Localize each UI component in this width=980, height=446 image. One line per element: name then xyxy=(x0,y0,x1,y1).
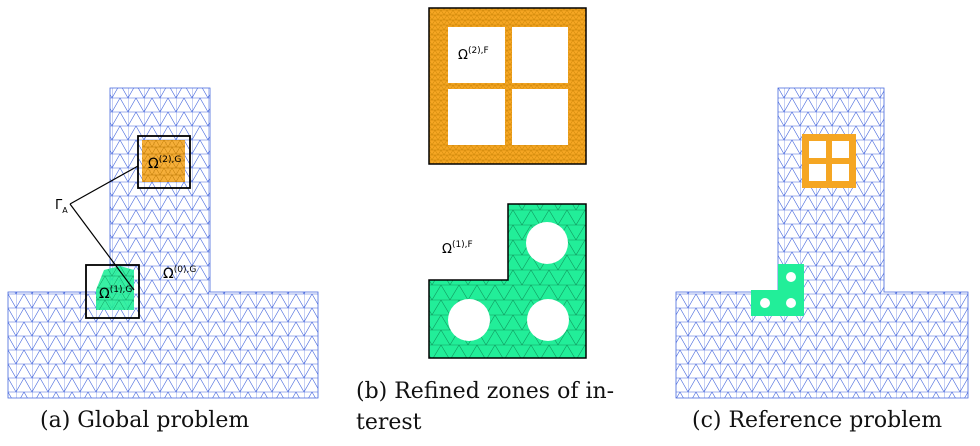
caption-b-line2: terest xyxy=(356,410,422,435)
label-omega-2-G: Ω(2),G xyxy=(148,155,181,172)
panel-c-reference-problem xyxy=(675,87,969,399)
global-mesh-t-shape xyxy=(7,87,319,399)
caption-a: (a) Global problem xyxy=(40,408,250,433)
label-omega-1-F: Ω(1),F xyxy=(442,240,473,257)
zone-2-fine-mesh xyxy=(428,7,587,165)
reference-zone-2-window xyxy=(802,134,856,188)
label-omega-1-G: Ω(1),G xyxy=(99,285,132,302)
zone-2-global-frame xyxy=(137,135,191,189)
zone-1-hole-top xyxy=(526,222,568,264)
zone-1-hole-right xyxy=(527,299,569,341)
zone-2-window-pane-br xyxy=(512,89,568,145)
zone-2-window-pane-tr xyxy=(512,27,568,83)
zone-2-window-pane-bl xyxy=(448,89,505,145)
zone-1-global-frame xyxy=(85,264,140,319)
gamma-a-leader-lines xyxy=(69,165,139,291)
caption-c: (c) Reference problem xyxy=(692,408,943,433)
zone-2-window-pane-tl xyxy=(448,27,505,83)
reference-mesh-t-shape xyxy=(675,87,969,399)
caption-b-line1: (b) Refined zones of in- xyxy=(356,379,615,404)
panel-a-global-problem: Ω(2),G ΓA Ω(0),G Ω(1),G xyxy=(7,87,319,399)
panel-b-refined-zones: Ω(2),F Ω(1),F xyxy=(428,7,587,359)
label-omega-2-F: Ω(2),F xyxy=(458,46,489,63)
label-omega-0-G: Ω(0),G xyxy=(163,265,196,282)
reference-zone-1-block xyxy=(751,264,804,316)
zone-1-hole-left xyxy=(448,299,490,341)
label-gamma-A: ΓA xyxy=(55,198,68,215)
zone-1-fine-mesh xyxy=(428,203,587,359)
